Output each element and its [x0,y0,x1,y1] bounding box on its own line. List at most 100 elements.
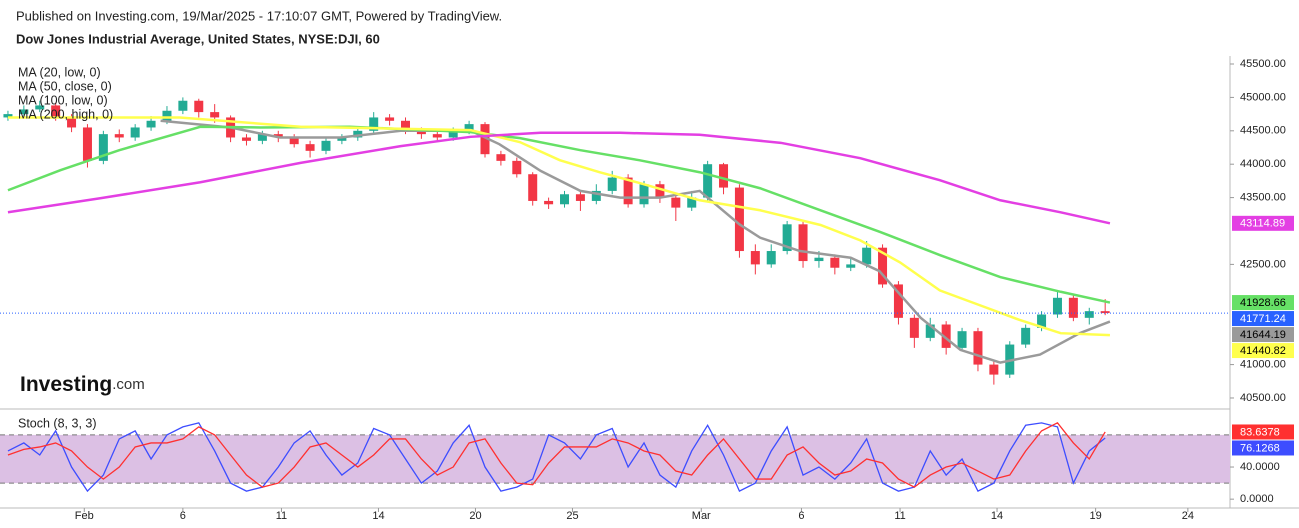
candle-body [1021,327,1031,345]
candle-body [162,110,172,121]
candle-body [273,134,283,138]
candle-body [51,105,61,118]
value-label-box [1232,215,1294,231]
moving-average-line [160,119,1111,364]
candle-body [353,130,363,138]
candle-body [1068,297,1078,318]
y-tick-label: 42500.00 [1240,258,1286,270]
candle-body [194,100,204,113]
candle-body [98,134,108,161]
candle-body [909,317,919,338]
candle-body [1037,314,1047,328]
panel-title: Stoch (8, 3, 3) [18,416,97,430]
candle-body [560,194,570,205]
candle-body [241,137,251,141]
legend-entry: MA (20, low, 0) [18,65,101,79]
candle-body [210,112,220,118]
y-tick-label: 40500.00 [1240,392,1286,404]
candle-body [973,331,983,365]
moving-average-line [7,125,1111,304]
candle-body [893,284,903,318]
logo: Investing.com [20,373,145,396]
candle-body [798,224,808,262]
plot-area: 45500.00 45000.00 44500.00 44000.00 43500.00… [0,58,1294,522]
logo-brand: Investing [20,373,112,396]
candle-body [3,114,13,118]
candle-body [512,160,522,175]
value-label-box [1232,327,1294,343]
candle-body [544,200,554,205]
candle-body [130,127,140,138]
value-label-box [1232,440,1294,456]
x-tick-label: 20 [469,510,481,522]
y-tick-label: 44000.00 [1240,158,1286,170]
candle-body [1100,311,1110,314]
candle-body [639,184,649,205]
x-tick-label: 14 [372,510,384,522]
y-tick-label: 41000.00 [1240,358,1286,370]
value-label: 41644.19 [1240,329,1286,341]
candle-body [289,137,299,145]
candle-body [321,140,331,151]
stoch-line [7,422,1106,488]
y-tick-label: 43500.00 [1240,192,1286,204]
x-tick-label: 25 [566,510,578,522]
value-label-box [1232,424,1294,440]
candle-body [67,117,77,128]
candle-body [257,134,267,141]
x-tick-label: 11 [276,510,287,522]
x-tick-label: 14 [991,510,1003,522]
y-tick-label: 40.0000 [1240,461,1280,473]
y-tick-label: 44500.00 [1240,125,1286,137]
legend-entry: MA (200, high, 0) [18,107,113,121]
candle-body [957,331,967,348]
candle-body [766,251,776,265]
x-tick-label: 11 [894,510,905,522]
candle-body [19,109,29,115]
candle-body [480,124,490,155]
candle-body [703,164,713,198]
candle-body [846,264,856,268]
value-label: 41771.24 [1240,313,1286,325]
candle-body [862,247,872,265]
candle-body [400,120,410,131]
candle-body [1052,297,1062,315]
y-tick-label: 45000.00 [1240,91,1286,103]
candle-body [814,257,824,262]
candle-body [416,130,426,135]
candle-body [830,257,840,268]
legend-entry: MA (100, low, 0) [18,93,108,107]
value-label: 43114.89 [1240,218,1285,230]
x-tick-label: 6 [180,510,186,522]
value-label: 41440.82 [1240,345,1286,357]
candle-body [925,324,935,338]
moving-average-line [7,131,1111,225]
candle-body [941,324,951,348]
candle-body [687,197,697,208]
stoch-line [7,422,1106,493]
x-tick-label: 24 [1182,510,1194,522]
value-label-box [1232,311,1294,327]
candle-body [82,127,92,161]
logo-suffix: .com [112,376,145,393]
candle-body [1084,311,1094,318]
candle-body [146,120,156,128]
candle-body [305,144,315,151]
value-label: 41928.66 [1240,297,1286,309]
candle-body [337,137,347,141]
x-tick-label: 6 [798,510,804,522]
candle-body [782,224,792,252]
y-tick-label: 0.0000 [1240,493,1274,505]
chart-title: Dow Jones Industrial Average, United Sta… [16,31,380,46]
candle-body [528,174,538,201]
stoch-band [0,434,1230,484]
candle-body [35,105,45,110]
candle-body [385,117,395,121]
candle-body [369,117,379,131]
x-tick-label: Feb [75,510,94,522]
candle-body [464,124,474,131]
candle-body [496,154,506,161]
value-label-box [1232,343,1294,359]
